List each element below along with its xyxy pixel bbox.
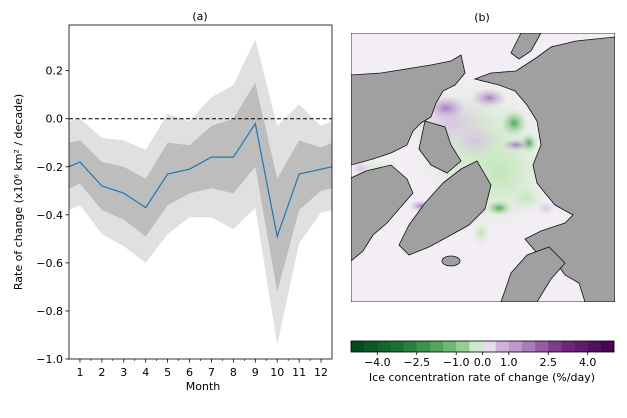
inner-uncertainty-band — [69, 82, 332, 292]
y-tick-label: −0.6 — [36, 257, 63, 270]
land-canadian-archipelago — [418, 120, 462, 174]
colorbar-bin — [574, 341, 588, 352]
x-tick-label: 2 — [98, 366, 105, 379]
colorbar-bin — [377, 341, 391, 352]
colorbar-bin — [469, 341, 483, 352]
y-axis-label: Rate of change (x10⁶ km² / decade) — [12, 94, 25, 290]
panel-a-title: (a) — [192, 10, 207, 23]
land-masses — [351, 33, 615, 302]
colorbar-bin — [482, 341, 496, 352]
land-canada — [351, 164, 414, 262]
colorbar-bin — [508, 341, 523, 352]
colorbar-bin — [443, 341, 457, 352]
colorbar-bin — [351, 341, 365, 352]
colorbar-tick-label: 0.0 — [474, 356, 492, 369]
land-iceland — [441, 255, 461, 267]
mean-series-line — [68, 121, 333, 239]
colorbar-tick-label: −2.5 — [403, 356, 430, 369]
x-tick-label: 8 — [230, 366, 237, 379]
colorbar-label: Ice concentration rate of change (%/day) — [369, 371, 595, 384]
colorbar-tick-label: −4.0 — [364, 356, 391, 369]
y-tick-label: −1.0 — [36, 353, 63, 366]
x-tick-label: 5 — [164, 366, 171, 379]
colorbar — [350, 340, 615, 353]
colorbar-bin — [390, 341, 404, 352]
y-tick-label: −0.2 — [36, 161, 63, 174]
colorbar-bin — [495, 341, 510, 352]
colorbar-bin — [521, 341, 536, 352]
land-eurasia — [473, 36, 615, 302]
colorbar-bin — [600, 341, 615, 352]
x-tick-label: 9 — [252, 366, 259, 379]
y-tick-label: −0.4 — [36, 209, 63, 222]
y-tick-label: −0.8 — [36, 305, 63, 318]
colorbar-bin — [561, 341, 575, 352]
colorbar-bin — [429, 341, 444, 352]
land-greenland — [398, 160, 492, 256]
land-scandinavia — [500, 246, 566, 302]
colorbar-tick-label: −1.0 — [443, 356, 470, 369]
colorbar-bin — [456, 341, 470, 352]
x-axis-label: Month — [186, 380, 221, 393]
colorbar-tick-label: 2.5 — [540, 356, 558, 369]
panel-b-title: (b) — [474, 11, 490, 24]
x-tick-label: 7 — [208, 366, 215, 379]
x-tick-label: 11 — [292, 366, 306, 379]
x-tick-label: 6 — [186, 366, 193, 379]
colorbar-tick-label: 4.0 — [579, 356, 597, 369]
colorbar-bin — [364, 341, 378, 352]
colorbar-bin — [416, 341, 431, 352]
x-tick-label: 4 — [142, 366, 149, 379]
x-tick-label: 1 — [76, 366, 83, 379]
colorbar-tick-label: 1.0 — [500, 356, 518, 369]
panel-b-map: (b) — [350, 11, 615, 384]
colorbar-bin — [587, 341, 602, 352]
outer-uncertainty-band — [69, 39, 332, 345]
land-far-east — [510, 33, 542, 60]
colorbar-bin — [548, 341, 562, 352]
colorbar-bin — [535, 341, 549, 352]
land-alaska-siberia — [351, 54, 466, 166]
x-tick-label: 12 — [314, 366, 328, 379]
colorbar-bin — [403, 341, 418, 352]
y-tick-label: 0.2 — [46, 65, 64, 78]
y-tick-label: 0.0 — [46, 113, 64, 126]
x-tick-label: 3 — [120, 366, 127, 379]
x-tick-label: 10 — [270, 366, 284, 379]
